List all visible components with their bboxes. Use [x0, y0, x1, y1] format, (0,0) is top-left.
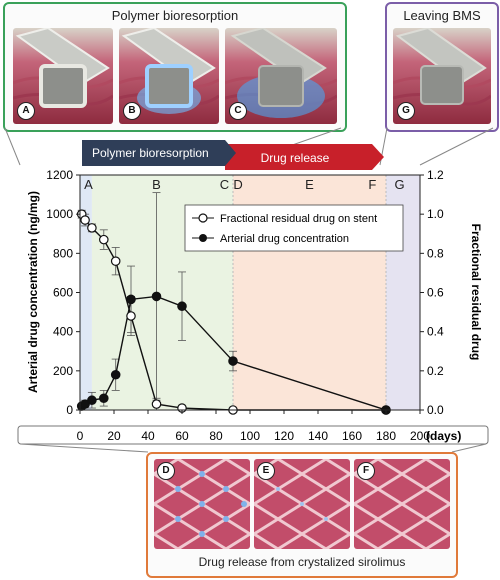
connector-line — [419, 127, 494, 166]
arterial-concentration-point — [177, 301, 187, 312]
left-tick-label: 1200 — [46, 168, 73, 182]
right-tick-label: 0.2 — [427, 364, 444, 378]
arterial-concentration-point — [110, 369, 121, 380]
polymer-panel-title: Polymer bioresorption — [111, 8, 239, 23]
label-g: G — [397, 102, 415, 120]
phase-letter-e: E — [305, 177, 314, 192]
x-tick-label: 0 — [77, 429, 84, 443]
legend-marker-open — [198, 213, 208, 223]
right-tick-label: 0.6 — [427, 286, 444, 300]
drug-release-arrow — [225, 144, 384, 170]
left-tick-label: 400 — [53, 325, 73, 339]
x-tick-label: 100 — [240, 429, 260, 443]
left-tick-label: 1000 — [46, 207, 73, 221]
arterial-concentration-point — [228, 356, 238, 366]
phase-letter-b: B — [152, 177, 161, 192]
residual-drug-point — [80, 215, 90, 225]
lattice-image-e: E — [254, 459, 350, 549]
residual-drug-point — [151, 399, 162, 409]
left-tick-label: 0 — [66, 403, 73, 417]
left-tick-label: 600 — [53, 286, 73, 300]
x-tick-label: 180 — [376, 429, 396, 443]
label-e: E — [257, 462, 275, 480]
drug-release-arrow-label: Drug release — [261, 151, 330, 165]
label-b: B — [123, 102, 141, 120]
residual-drug-point — [99, 234, 109, 245]
arterial-concentration-point — [126, 294, 136, 305]
left-tick-label: 200 — [53, 364, 73, 378]
drug-release-chart: Drug release Polymer bioresorption 02004… — [4, 127, 494, 453]
right-tick-label: 1.0 — [427, 207, 444, 221]
crystalized-sirolimus-panel: D E F Drug release from crystalized siro… — [146, 452, 458, 578]
series-line-0 — [81, 213, 386, 411]
x-tick-label: 160 — [342, 429, 362, 443]
stent-image-c: C — [225, 28, 337, 124]
phase-letter-g: G — [395, 177, 405, 192]
lattice-image-f: F — [354, 459, 450, 549]
right-tick-label: 1.2 — [427, 168, 444, 182]
stent-image-a: A — [13, 28, 113, 124]
phase-letter-f: F — [368, 177, 376, 192]
x-axis-bar — [17, 425, 489, 445]
arterial-concentration-point — [151, 291, 162, 302]
phase-letter-a: A — [84, 177, 93, 192]
connector-line — [451, 443, 487, 453]
x-tick-label: 200 — [410, 429, 430, 443]
x-tick-label: 60 — [175, 429, 189, 443]
right-tick-label: 0.8 — [427, 246, 444, 260]
phase-region — [80, 175, 92, 410]
label-f: F — [357, 462, 375, 480]
connector-line — [19, 443, 149, 453]
right-tick-label: 0.0 — [427, 403, 444, 417]
label-c: C — [229, 102, 247, 120]
polymer-bioresorption-arrow — [82, 140, 236, 166]
x-tick-label: 40 — [141, 429, 155, 443]
right-axis-label: Fractional residual drug — [469, 224, 483, 361]
stent-image-b: B — [119, 28, 219, 124]
x-tick-label: 80 — [209, 429, 223, 443]
polymer-bioresorption-panel: Polymer bioresorption A — [3, 2, 347, 132]
leaving-bms-panel: Leaving BMS G — [385, 2, 499, 132]
residual-drug-point — [126, 311, 136, 321]
arterial-concentration-point — [87, 395, 97, 406]
legend: Fractional residual drug on stent Arteri… — [184, 204, 404, 252]
right-tick-label: 0.4 — [427, 325, 444, 339]
bottom-panel-caption: Drug release from crystalized sirolimus — [198, 555, 406, 569]
legend-marker-filled — [199, 234, 207, 242]
phase-letter-d: D — [233, 177, 242, 192]
legend-box — [184, 204, 404, 252]
stent-image-g: G — [393, 28, 491, 124]
left-axis-label: Arterial drug concentration (ng/mg) — [26, 191, 40, 393]
legend-label-arterial: Arterial drug concentration — [220, 233, 349, 245]
residual-drug-point — [110, 256, 121, 266]
label-a: A — [17, 102, 35, 120]
x-axis-unit: (days) — [426, 429, 461, 443]
left-tick-label: 800 — [53, 246, 73, 260]
x-tick-label: 140 — [308, 429, 328, 443]
leaving-panel-title: Leaving BMS — [403, 8, 481, 23]
residual-drug-point — [87, 223, 97, 233]
arterial-concentration-point — [99, 393, 109, 404]
connector-line — [4, 127, 21, 166]
legend-label-residual: Fractional residual drug on stent — [220, 213, 377, 225]
x-tick-label: 20 — [107, 429, 121, 443]
lattice-image-d: D — [154, 459, 250, 549]
polymer-bioresorption-arrow-label: Polymer bioresorption — [92, 146, 209, 160]
label-d: D — [157, 462, 175, 480]
phase-letter-c: C — [220, 177, 229, 192]
x-tick-label: 120 — [274, 429, 294, 443]
